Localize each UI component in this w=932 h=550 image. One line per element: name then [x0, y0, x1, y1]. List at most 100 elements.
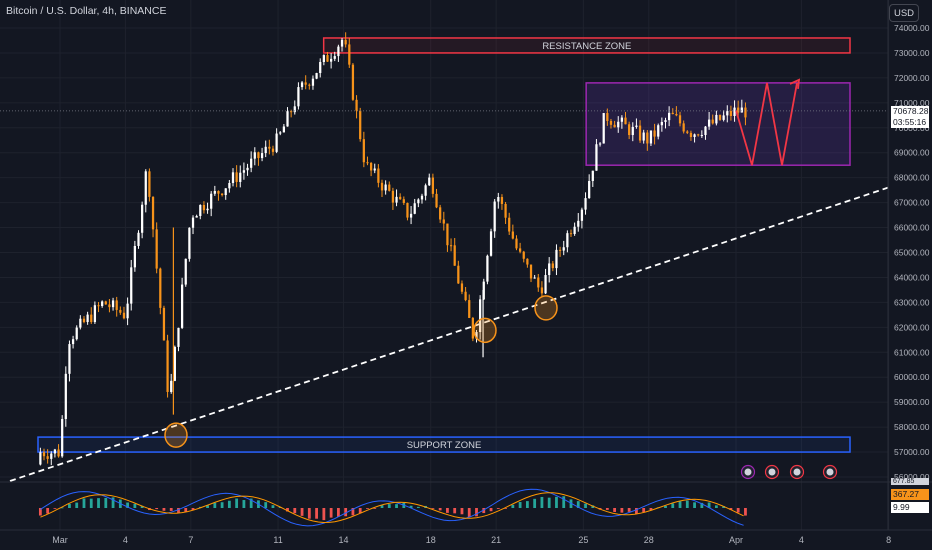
macd-histogram-bar: [627, 508, 631, 512]
candle-bull: [68, 344, 71, 374]
candle-bear: [457, 265, 460, 284]
candle-bull: [191, 217, 195, 228]
candle-bull: [584, 198, 587, 210]
macd-histogram-bar: [533, 498, 537, 508]
candle-bull: [424, 185, 427, 196]
candle-bull: [126, 303, 129, 319]
candle-bear: [391, 190, 395, 203]
candle-bear: [518, 248, 522, 252]
macd-histogram-bar: [220, 502, 224, 508]
bar-countdown: 03:55:16: [891, 117, 929, 128]
candle-bear: [369, 162, 373, 171]
candle-bull: [275, 133, 278, 152]
macd-histogram-bar: [227, 500, 231, 508]
candle-bear: [646, 132, 649, 144]
price-tick-label: 60000.00: [894, 372, 930, 382]
macd-histogram-bar: [584, 503, 587, 508]
macd-histogram-bar: [562, 496, 566, 508]
time-tick-label: 18: [426, 535, 436, 545]
candle-bear: [348, 44, 351, 65]
macd-histogram-bar: [286, 508, 289, 512]
candle-bull: [479, 299, 482, 333]
candle-bull: [577, 220, 580, 227]
candle-bull: [101, 301, 104, 307]
candle-bull: [700, 135, 703, 137]
candle-bull: [246, 167, 249, 171]
price-tick-label: 57000.00: [894, 447, 930, 457]
candle-bear: [435, 193, 438, 208]
macd-histogram-bar: [155, 508, 159, 510]
candle-bear: [729, 110, 733, 117]
candle-bull: [573, 226, 576, 234]
price-tick-label: 69000.00: [894, 148, 930, 158]
candle-bull: [740, 107, 743, 113]
candle-bear: [606, 113, 609, 121]
candle-bear: [671, 112, 674, 115]
candle-bull: [562, 247, 565, 251]
candle-bear: [235, 172, 238, 182]
candle-bull: [417, 199, 420, 204]
currency-button[interactable]: USD: [889, 4, 919, 22]
candle-bear: [388, 184, 391, 191]
candle-bull: [482, 281, 485, 300]
macd-histogram-bar: [438, 508, 442, 511]
macd-histogram-bar: [613, 508, 617, 512]
candle-bear: [257, 152, 260, 159]
candle-bear: [558, 249, 562, 251]
candle-bear: [220, 193, 224, 196]
candle-bull: [548, 263, 551, 276]
macd-histogram-bar: [140, 505, 144, 508]
candle-bull: [322, 55, 325, 62]
candle-bull: [395, 196, 398, 203]
candle-bull: [93, 305, 97, 323]
candle-bear: [162, 307, 166, 341]
forecast-path: [735, 82, 798, 166]
candle-bear: [522, 251, 525, 259]
time-tick-label: Mar: [52, 535, 68, 545]
candle-bear: [304, 82, 307, 85]
candle-bull: [71, 339, 75, 345]
candle-bull: [195, 215, 198, 218]
macd-histogram-bar: [329, 508, 333, 518]
macd-histogram-bar: [431, 508, 435, 509]
candle-bull: [693, 134, 696, 137]
macd-histogram-bar: [460, 508, 464, 515]
macd-histogram-bar: [482, 508, 486, 514]
macd-histogram-bar: [387, 504, 391, 508]
candle-bear: [744, 107, 747, 118]
price-tick-label: 68000.00: [894, 173, 930, 183]
candle-bull: [188, 227, 191, 259]
price-tick-label: 71000.00: [894, 98, 930, 108]
time-tick-label: Apr: [729, 535, 743, 545]
candle-bull: [141, 204, 144, 233]
candle-bull: [497, 197, 500, 202]
candle-bull: [199, 204, 202, 216]
candle-bear: [569, 233, 573, 235]
candle-bear: [638, 125, 642, 141]
candle-bull: [660, 121, 663, 126]
candle-bear: [540, 287, 544, 294]
macd-histogram-bar: [635, 508, 638, 514]
support-zone-label: SUPPORT ZONE: [407, 440, 482, 451]
macd-histogram-bar: [555, 496, 558, 508]
candle-bull: [184, 258, 187, 285]
candle-bull: [311, 78, 315, 86]
candle-bear: [439, 207, 442, 220]
candle-bull: [580, 209, 584, 221]
candle-bear: [344, 39, 347, 45]
candle-bear: [529, 264, 533, 279]
candle-bear: [653, 130, 656, 137]
macd-histogram-bar: [75, 502, 79, 508]
candle-bull: [384, 184, 387, 191]
macd-histogram-bar: [685, 500, 689, 508]
macd-histogram-bar: [344, 508, 348, 517]
candle-bear: [609, 120, 613, 125]
candle-bull: [239, 172, 242, 182]
candle-bear: [359, 110, 362, 140]
candle-bull: [475, 332, 478, 339]
candle-bear: [151, 196, 155, 230]
candle-bear: [526, 258, 529, 265]
candle-bull: [173, 346, 176, 381]
